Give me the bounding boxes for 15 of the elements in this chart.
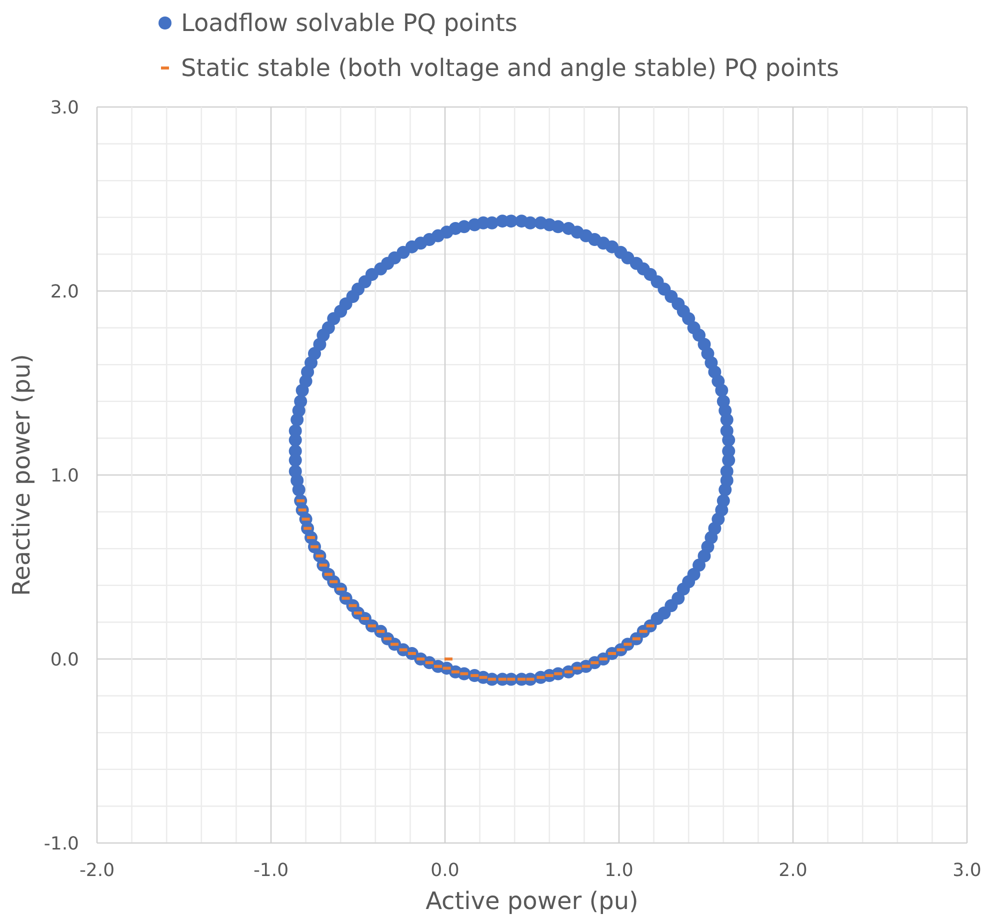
- y-axis-title: Reactive power (pu): [8, 354, 36, 596]
- x-tick-label: 3.0: [952, 860, 981, 881]
- x-axis-title: Active power (pu): [426, 887, 638, 915]
- legend-label: Loadflow solvable PQ points: [181, 8, 518, 36]
- x-tick-label: 1.0: [604, 860, 634, 881]
- y-tick-label: -1.0: [44, 833, 79, 854]
- y-tick-label: 1.0: [50, 465, 79, 486]
- x-tick-label: 2.0: [778, 860, 808, 881]
- x-tick-label: -1.0: [253, 860, 289, 881]
- legend-label: Static stable (both voltage and angle stable) PQ points: [181, 54, 839, 82]
- y-tick-label: 3.0: [50, 97, 79, 118]
- y-tick-label: 0.0: [50, 649, 79, 670]
- x-tick-label: -2.0: [79, 860, 115, 881]
- y-tick-label: 2.0: [50, 281, 79, 302]
- x-tick-label: 0.0: [430, 860, 460, 881]
